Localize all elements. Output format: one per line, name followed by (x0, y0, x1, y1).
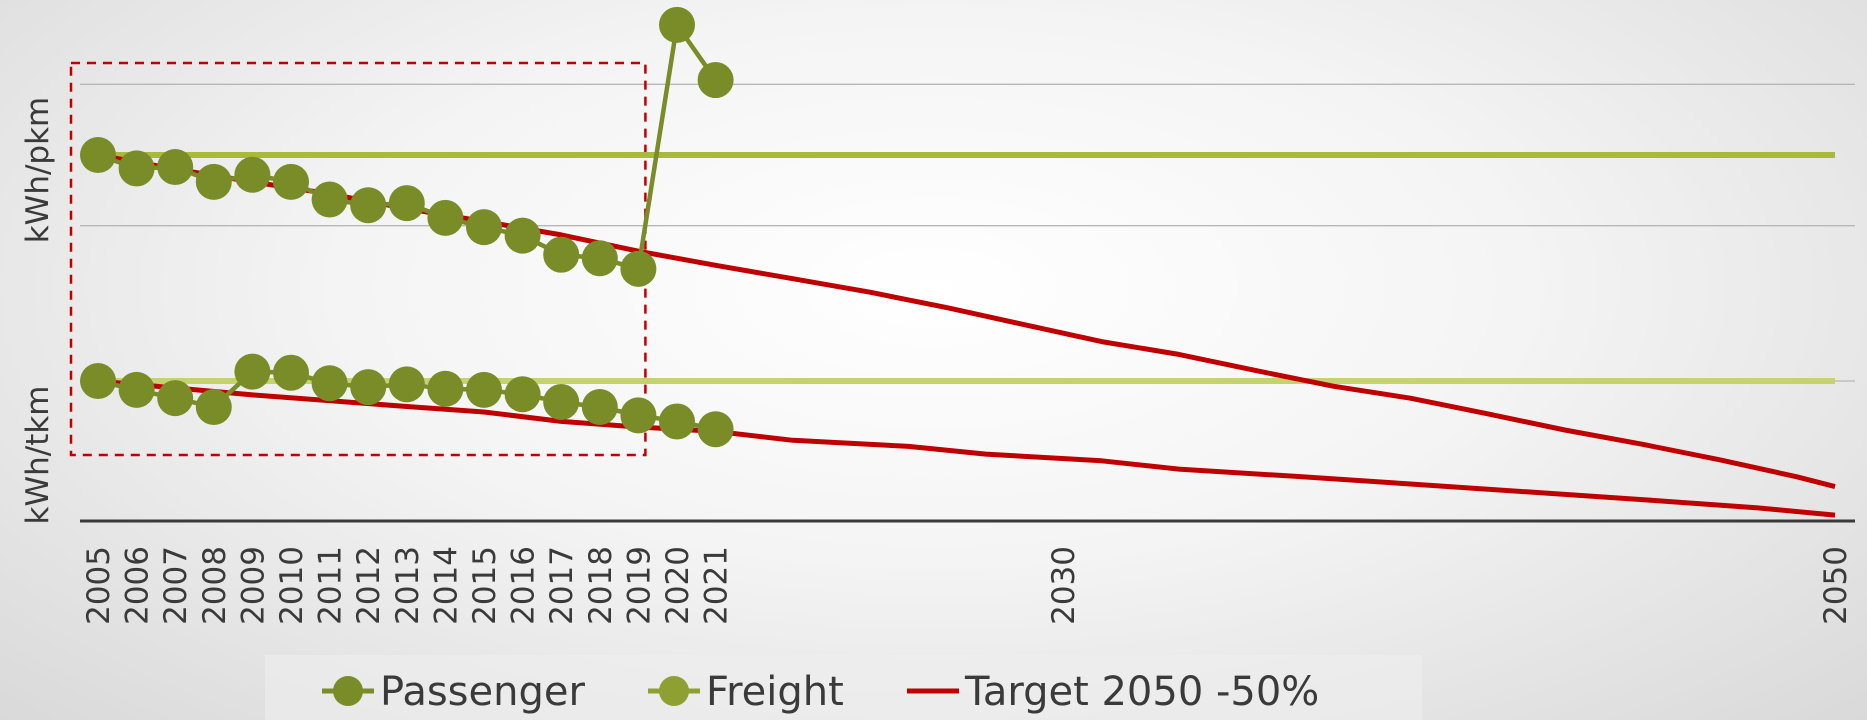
legend-swatch-marker (333, 676, 363, 706)
x-tick-label: 2013 (390, 546, 426, 625)
x-tick-label: 2007 (158, 546, 194, 625)
x-tick-label: 2050 (1818, 546, 1854, 625)
freight-point (350, 369, 387, 406)
legend-box (265, 655, 1422, 720)
freight-point (543, 384, 580, 421)
freight-point (697, 411, 734, 448)
x-tick-label: 2018 (583, 546, 619, 625)
freight-point (80, 363, 116, 399)
freight-point (234, 353, 271, 390)
freight-point (311, 365, 348, 402)
passenger-point (543, 236, 580, 273)
freight-point (466, 371, 502, 408)
passenger-point (620, 250, 657, 287)
x-tick-label: 2009 (235, 546, 271, 625)
legend-swatch-marker (659, 676, 689, 706)
passenger-point (581, 240, 618, 277)
passenger-line (97, 19, 718, 272)
passenger-point (234, 156, 271, 193)
legend-label: Freight (706, 669, 844, 715)
passenger-point (273, 163, 309, 200)
reference-lines (98, 152, 1835, 384)
passenger-point (504, 217, 541, 254)
freight-point (273, 354, 309, 391)
legend-label: Passenger (380, 669, 585, 715)
x-tick-label: 2016 (506, 546, 542, 625)
freight-point (388, 366, 425, 403)
x-tick-label: 2019 (621, 546, 657, 625)
passenger-point (157, 149, 194, 186)
x-tick-labels: 2005 2006 2007 2008 2009 2010 2011 2012 2013 2014… (81, 546, 1854, 625)
passenger-point (350, 187, 387, 224)
passenger-point (466, 209, 502, 246)
gridlines (80, 83, 1855, 382)
passenger-point (388, 185, 425, 222)
passenger-point (118, 150, 155, 187)
x-tick-label: 2012 (351, 546, 387, 625)
x-tick-label: 2020 (660, 546, 696, 625)
y-axis-title-freight: kWh/tkm (20, 385, 56, 524)
x-tick-label: 2005 (81, 546, 117, 625)
x-tick-label: 2017 (544, 546, 580, 625)
passenger-point (80, 137, 116, 173)
legend: Passenger Freight Target 2050 -50% (322, 669, 1319, 715)
freight-point (118, 371, 155, 408)
passenger-point (195, 163, 232, 200)
x-tick-label: 2021 (699, 546, 735, 625)
x-tick-label: 2010 (274, 546, 310, 625)
passenger-point (697, 62, 734, 99)
passenger-point (427, 199, 464, 236)
y-axis-title-passenger: kWh/pkm (20, 97, 56, 244)
x-tick-label: 2008 (197, 546, 233, 625)
freight-point (620, 397, 657, 434)
passenger-point (659, 6, 695, 43)
passenger-point (311, 181, 348, 218)
x-tick-label: 2011 (313, 546, 349, 625)
freight-point (427, 370, 464, 407)
x-tick-label: 2030 (1046, 546, 1082, 625)
freight-target-line (97, 378, 1836, 518)
freight-point (504, 376, 541, 413)
freight-point (195, 389, 232, 426)
freight-point (659, 403, 695, 440)
legend-label: Target 2050 -50% (964, 669, 1319, 715)
x-tick-label: 2015 (467, 546, 503, 625)
freight-point (581, 389, 618, 426)
x-tick-label: 2006 (120, 546, 156, 625)
freight-point (157, 380, 194, 417)
data-series (80, 6, 734, 448)
x-tick-label: 2014 (428, 546, 464, 625)
